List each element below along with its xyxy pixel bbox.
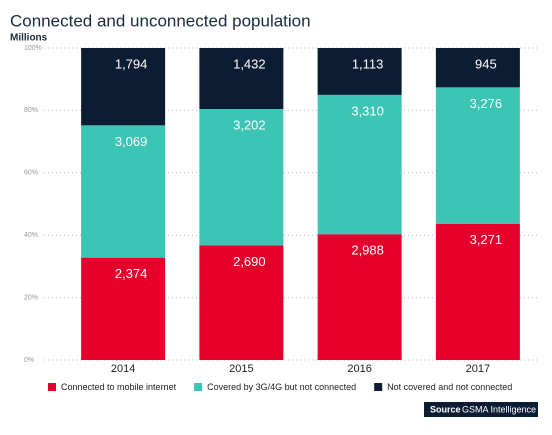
- value-label: 3,310: [351, 103, 384, 118]
- legend-swatch: [374, 383, 383, 391]
- x-tick-label: 2016: [347, 363, 371, 375]
- source: GSMA Intelligence: [462, 404, 536, 414]
- x-tick-label: 2014: [111, 363, 135, 375]
- value-label: 3,271: [470, 232, 503, 247]
- value-label: 1,113: [352, 56, 384, 71]
- bar-segment: [199, 48, 284, 110]
- value-label: 1,794: [115, 56, 148, 71]
- value-label: 2,374: [115, 266, 148, 281]
- legend-label: Connected to mobile internet: [61, 382, 177, 392]
- y-tick-label: 40%: [24, 232, 38, 239]
- x-tick-label: 2015: [229, 363, 253, 375]
- legend-label: Not covered and not connected: [387, 382, 512, 392]
- bar-segment: [199, 245, 284, 360]
- chart-subtitle: Millions: [10, 33, 48, 44]
- chart-title: Connected and unconnected population: [10, 11, 311, 30]
- bar-segment: [81, 257, 166, 360]
- value-label: 3,276: [470, 96, 503, 111]
- value-label: 945: [475, 56, 497, 71]
- legend-label: Covered by 3G/4G but not connected: [207, 382, 356, 392]
- source-label: Source: [430, 404, 461, 414]
- legend-swatch: [48, 383, 56, 391]
- y-tick-label: 80%: [24, 107, 38, 114]
- value-label: 1,432: [233, 56, 266, 71]
- bar-segment: [81, 125, 166, 258]
- bar-segment: [435, 48, 520, 88]
- value-label: 3,202: [233, 117, 266, 132]
- bar-segment: [317, 234, 402, 360]
- bar-segment: [317, 48, 402, 95]
- value-label: 3,069: [115, 134, 148, 149]
- value-label: 2,690: [233, 254, 266, 269]
- bar-segment: [81, 48, 166, 126]
- bar-segment: [435, 223, 520, 360]
- bar-segment: [199, 109, 284, 246]
- y-tick-label: 0%: [24, 357, 34, 364]
- y-tick-label: 20%: [24, 294, 38, 301]
- x-tick-label: 2017: [466, 363, 490, 375]
- y-tick-label: 60%: [24, 170, 38, 177]
- bar-segment: [435, 87, 520, 224]
- y-tick-label: 100%: [24, 45, 42, 52]
- legend-swatch: [194, 383, 203, 391]
- value-label: 2,988: [351, 243, 384, 258]
- bar-segment: [317, 94, 402, 235]
- source-box: [424, 402, 538, 417]
